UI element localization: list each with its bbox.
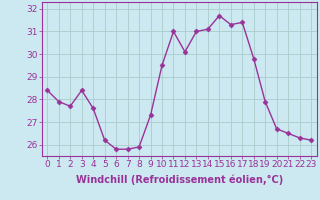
X-axis label: Windchill (Refroidissement éolien,°C): Windchill (Refroidissement éolien,°C)	[76, 175, 283, 185]
